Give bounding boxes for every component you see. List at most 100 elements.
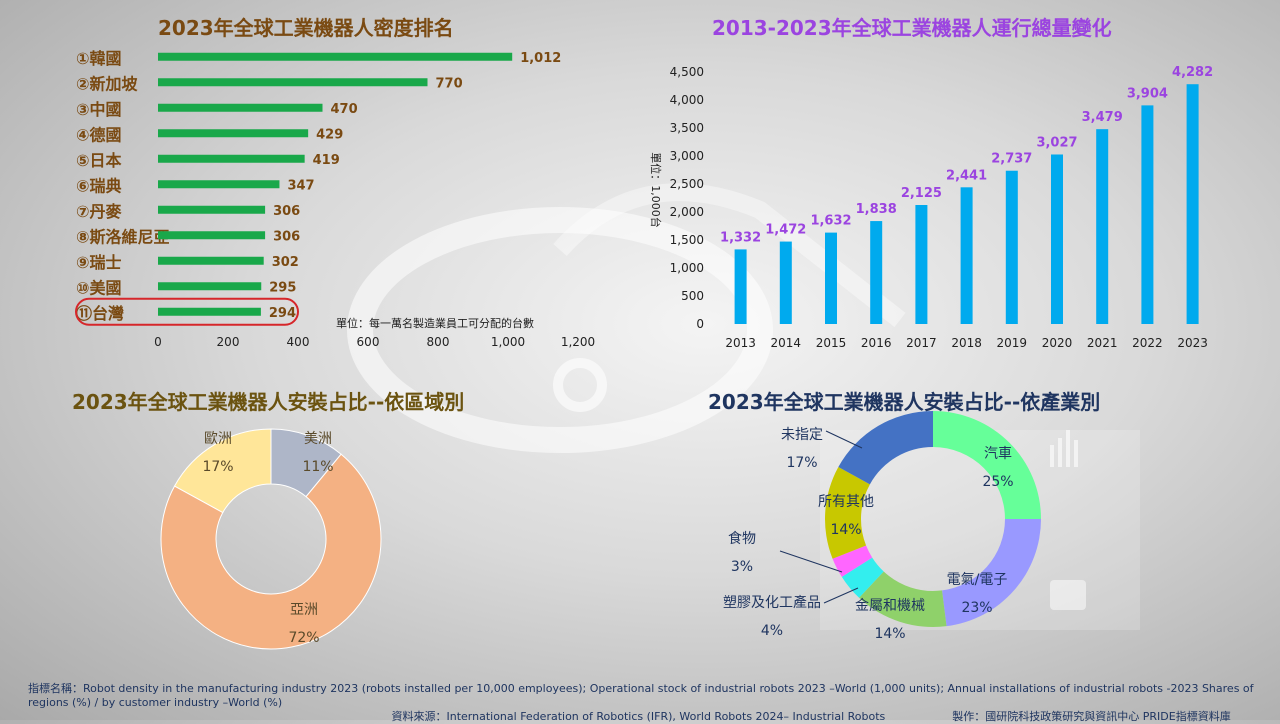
industry-slice-percent: 4% <box>761 623 783 639</box>
density-x-tick-label: 200 <box>217 335 240 349</box>
stock-value-label: 1,332 <box>720 230 761 245</box>
density-value-label: 306 <box>273 229 300 244</box>
stock-value-label: 4,282 <box>1172 65 1213 80</box>
stock-value-label: 3,027 <box>1036 135 1077 150</box>
footer-producer: 製作：國研院科技政策研究與資訊中心 PRIDE指標資料庫 <box>952 710 1231 723</box>
industry-chart-title: 2023年全球工業機器人安裝占比--依產業別 <box>708 390 1101 414</box>
footer-notes: 指標名稱：Robot density in the manufacturing … <box>28 682 1264 724</box>
density-bar <box>158 282 262 291</box>
density-value-label: 294 <box>269 306 296 321</box>
density-bar <box>158 154 305 163</box>
density-value-label: 770 <box>436 76 463 91</box>
density-value-label: 419 <box>313 153 340 168</box>
density-value-label: 347 <box>287 178 314 193</box>
density-category-label: ⑪台灣 <box>76 304 124 323</box>
industry-slice-label: 所有其他 <box>818 494 874 510</box>
density-category-label: ②新加坡 <box>76 74 139 93</box>
industry-slice <box>859 571 947 627</box>
stock-bar <box>1051 154 1063 324</box>
industry-leader-line <box>825 430 863 449</box>
density-category-label: ⑤日本 <box>76 151 122 170</box>
operational-chart-title: 2013-2023年全球工業機器人運行總量變化 <box>712 16 1112 40</box>
stock-value-label: 1,838 <box>856 202 897 217</box>
density-bar <box>158 103 323 112</box>
density-category-label: ⑥瑞典 <box>76 176 122 195</box>
stock-y-axis-label: 單位：1,000台 <box>649 152 663 228</box>
density-x-tick-label: 0 <box>154 335 162 349</box>
industry-slice <box>825 466 870 559</box>
stock-y-tick-label: 2,500 <box>670 177 704 191</box>
density-category-label: ⑧斯洛維尼亞 <box>76 227 170 246</box>
stock-bar <box>870 221 883 324</box>
stock-value-label: 1,472 <box>765 223 806 238</box>
density-category-label: ⑩美國 <box>76 278 122 297</box>
region-slice-percent: 72% <box>288 630 319 646</box>
region-donut-chart: 美洲 11% 亞洲 72% 歐洲 17% <box>160 428 382 650</box>
region-chart-title: 2023年全球工業機器人安裝占比--依區域別 <box>72 390 465 414</box>
density-category-label: ⑦丹麥 <box>76 202 123 221</box>
stock-bar <box>825 232 837 324</box>
region-slice-percent: 11% <box>302 459 333 475</box>
region-slice <box>173 428 272 514</box>
industry-slice-label: 食物 <box>728 530 756 547</box>
stock-bar <box>734 249 747 324</box>
stock-y-tick-label: 0 <box>696 317 704 331</box>
density-value-label: 302 <box>272 255 299 270</box>
stock-value-label: 2,125 <box>901 186 942 201</box>
industry-slice-label: 塑膠及化工產品 <box>723 594 821 611</box>
density-bar <box>158 307 261 316</box>
industry-slice-percent: 25% <box>982 474 1013 490</box>
stock-value-label: 3,479 <box>1082 110 1123 125</box>
density-bar <box>158 205 266 214</box>
density-bar <box>158 78 428 87</box>
density-category-label: ③中國 <box>76 100 122 119</box>
stock-y-tick-label: 1,000 <box>670 261 704 275</box>
density-bar <box>158 180 280 189</box>
density-bar-chart: ①韓國 1,012 ②新加坡 770 ③中國 470 ④德國 429 ⑤日本 419 ⑥瑞典 347 ⑦… <box>75 49 595 349</box>
density-x-tick-label: 1,000 <box>491 335 525 349</box>
footer-metrics: 指標名稱：Robot density in the manufacturing … <box>28 682 1254 709</box>
stock-bar <box>1186 84 1199 324</box>
stock-bar <box>1096 129 1109 324</box>
stock-bar <box>960 187 973 324</box>
density-highlight-outline <box>75 297 299 326</box>
density-chart-title: 2023年全球工業機器人密度排名 <box>158 16 454 40</box>
stock-x-tick-label: 2014 <box>771 336 802 350</box>
industry-slice <box>838 411 933 485</box>
industry-slice-label: 汽車 <box>984 445 1012 462</box>
density-value-label: 470 <box>331 102 358 117</box>
stock-y-tick-label: 4,000 <box>670 93 704 107</box>
region-slice-label: 亞洲 <box>290 602 318 618</box>
region-slice <box>160 453 382 650</box>
stock-x-tick-label: 2015 <box>816 336 847 350</box>
industry-slice <box>841 557 884 598</box>
industry-slice-percent: 14% <box>874 626 905 642</box>
density-value-label: 1,012 <box>520 51 561 66</box>
operational-stock-bar-chart: 0 500 1,000 1,500 2,000 2,500 3,000 3,500 4,000 4… <box>649 65 1213 350</box>
footer-source: 資料來源：International Federation of Robotic… <box>391 710 886 723</box>
density-x-tick-label: 1,200 <box>561 335 595 349</box>
density-x-tick-label: 600 <box>357 335 380 349</box>
density-bar <box>158 231 266 240</box>
stock-x-tick-label: 2018 <box>951 336 982 350</box>
stock-x-tick-label: 2022 <box>1132 336 1163 350</box>
industry-slice-percent: 3% <box>731 559 753 575</box>
density-value-label: 306 <box>273 204 300 219</box>
stock-value-label: 1,632 <box>810 214 851 229</box>
stock-bar <box>915 205 928 324</box>
stock-x-tick-label: 2016 <box>861 336 892 350</box>
stock-bar <box>779 241 792 324</box>
stock-value-label: 2,737 <box>991 152 1032 167</box>
industry-leader-line <box>823 587 859 604</box>
stock-bar <box>1005 170 1018 324</box>
stock-y-tick-label: 3,500 <box>670 121 704 135</box>
stock-x-tick-label: 2017 <box>906 336 937 350</box>
density-value-label: 429 <box>316 127 343 142</box>
stock-value-label: 2,441 <box>946 168 987 183</box>
industry-slice-percent: 23% <box>961 600 992 616</box>
industry-slice-percent: 17% <box>786 455 817 471</box>
stock-x-tick-label: 2019 <box>997 336 1028 350</box>
stock-x-tick-label: 2021 <box>1087 336 1118 350</box>
density-x-tick-label: 400 <box>287 335 310 349</box>
stock-y-tick-label: 1,500 <box>670 233 704 247</box>
